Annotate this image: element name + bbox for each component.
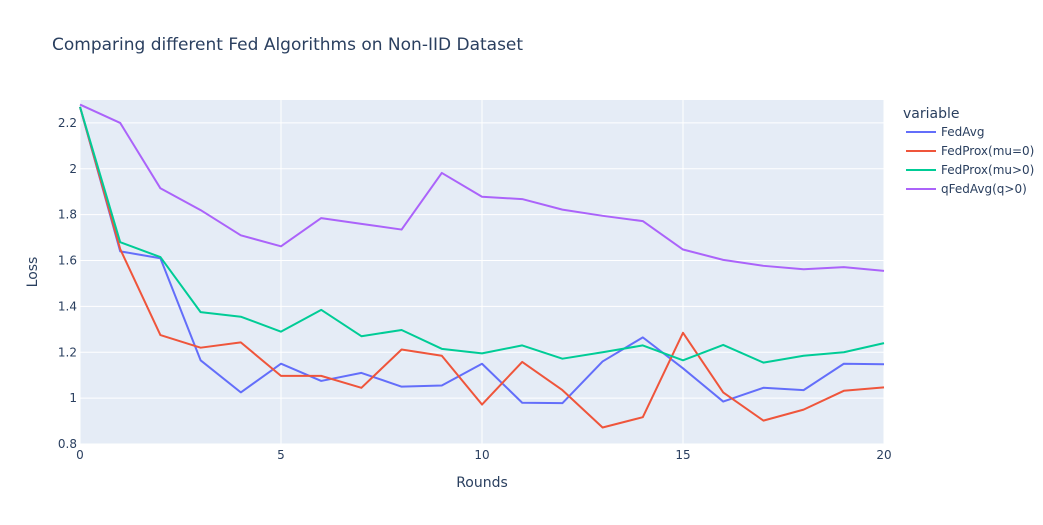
- chart-title: Comparing different Fed Algorithms on No…: [52, 35, 523, 55]
- y-tick-label: 1: [69, 391, 77, 405]
- y-tick-label: 1.4: [58, 299, 77, 313]
- legend-label[interactable]: FedProx(mu>0): [941, 163, 1034, 177]
- x-axis-title: Rounds: [456, 475, 508, 491]
- series-lines: [79, 103, 885, 429]
- y-tick-label: 0.8: [58, 437, 77, 451]
- x-tick-label: 10: [474, 448, 489, 462]
- x-tick-label: 20: [876, 448, 891, 462]
- x-tick-label: 5: [277, 448, 285, 462]
- y-tick-label: 2.2: [58, 116, 77, 130]
- y-tick-label: 1.2: [58, 345, 77, 359]
- y-tick-label: 1.8: [58, 208, 77, 222]
- x-tick-label: 0: [76, 448, 84, 462]
- axis-ticks: 0.8 1 1.2 1.4 1.6 1.8 2 2.2 0 5 10 15 20: [58, 116, 892, 462]
- legend-label[interactable]: FedAvg: [941, 125, 984, 139]
- series-line-qFedAvg(q>0): [79, 103, 885, 272]
- y-tick-label: 2: [69, 162, 77, 176]
- legend-label[interactable]: qFedAvg(q>0): [941, 182, 1027, 196]
- y-tick-label: 1.6: [58, 254, 77, 268]
- y-axis-title: Loss: [25, 257, 41, 288]
- legend: variable FedAvg FedProx(mu=0) FedProx(mu>0…: [903, 106, 1034, 196]
- series-line-FedProx(mu>0): [79, 106, 885, 364]
- legend-title: variable: [903, 106, 959, 122]
- x-tick-label: 15: [675, 448, 690, 462]
- series-line-FedAvg: [79, 106, 885, 405]
- gridlines: [79, 100, 885, 445]
- legend-label[interactable]: FedProx(mu=0): [941, 144, 1034, 158]
- series-line-FedProx(mu=0): [79, 106, 885, 429]
